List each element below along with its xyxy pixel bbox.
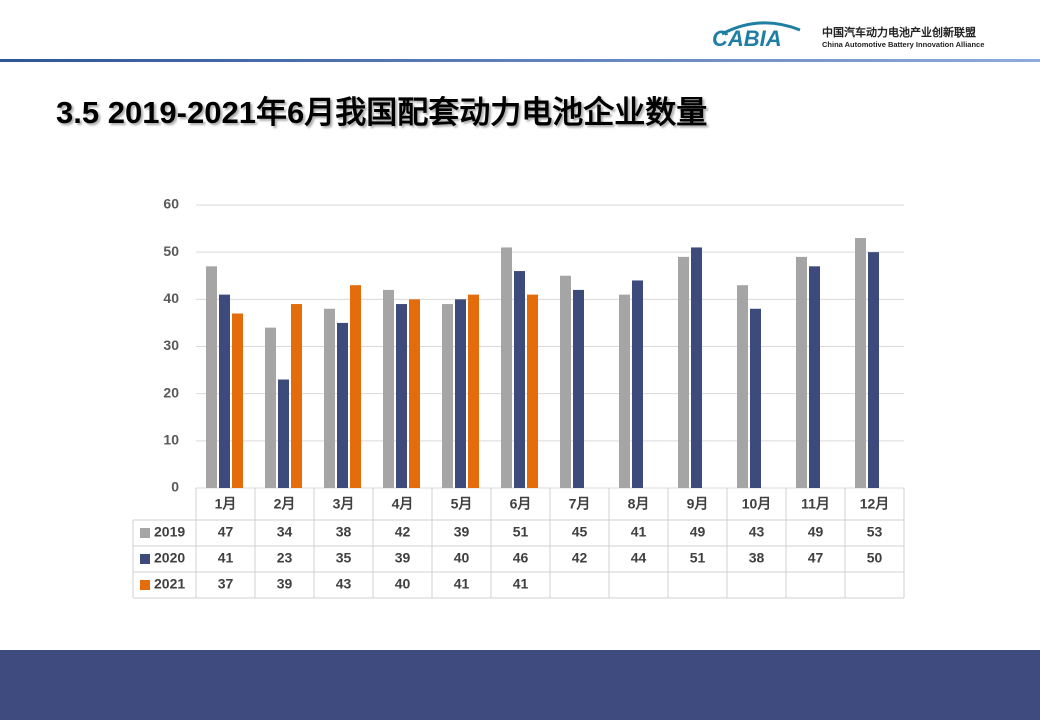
x-tick-label: 3月 (333, 496, 355, 512)
footer-band (0, 650, 1040, 720)
bar (337, 322, 348, 488)
bar (265, 327, 276, 488)
table-value: 49 (690, 524, 706, 540)
table-value: 38 (336, 524, 352, 540)
table-value: 39 (454, 524, 470, 540)
y-tick-label: 40 (163, 290, 179, 306)
table-value: 38 (749, 550, 765, 566)
bar (560, 275, 571, 488)
table-value: 43 (336, 576, 352, 592)
x-tick-label: 8月 (628, 496, 650, 512)
bar (291, 304, 302, 488)
bar (232, 313, 243, 488)
bar (678, 256, 689, 488)
bar (206, 266, 217, 488)
bar (219, 294, 230, 488)
x-tick-label: 1月 (215, 496, 237, 512)
table-value: 35 (336, 550, 352, 566)
logo-mark: CABIA (712, 26, 782, 51)
table-value: 42 (395, 524, 411, 540)
bar (396, 304, 407, 488)
x-tick-label: 5月 (451, 496, 473, 512)
bar (868, 252, 879, 488)
y-tick-label: 60 (163, 196, 179, 212)
table-value: 39 (395, 550, 411, 566)
legend-swatch (140, 580, 150, 590)
table-value: 53 (867, 524, 883, 540)
x-tick-label: 10月 (742, 496, 772, 512)
table-value: 43 (749, 524, 765, 540)
bar (383, 289, 394, 488)
bar (527, 294, 538, 488)
table-value: 49 (808, 524, 824, 540)
table-value: 41 (218, 550, 234, 566)
bar (796, 256, 807, 488)
table-value: 34 (277, 524, 293, 540)
chart: 0 10 20 30 40 50 60 1月 2月 3月 4月 5月 6月 7月 8月 9月 10月 11月 12月… (132, 196, 905, 599)
bar (468, 294, 479, 488)
table-value: 37 (218, 576, 234, 592)
table-value: 46 (513, 550, 529, 566)
table-value: 51 (513, 524, 529, 540)
bar (324, 308, 335, 488)
x-tick-label: 12月 (860, 496, 890, 512)
bar (632, 280, 643, 488)
bar (409, 299, 420, 488)
y-tick-label: 50 (163, 243, 179, 259)
bar (855, 238, 866, 488)
table-value: 47 (218, 524, 234, 540)
legend-swatch (140, 554, 150, 564)
bar (350, 285, 361, 488)
table-value: 40 (395, 576, 411, 592)
table-value: 51 (690, 550, 706, 566)
header-rule (0, 59, 1040, 62)
bar (455, 299, 466, 488)
bar (442, 304, 453, 488)
org-name-cn: 中国汽车动力电池产业创新联盟 (822, 25, 976, 39)
bar (501, 247, 512, 488)
table-value: 41 (631, 524, 647, 540)
table-value: 40 (454, 550, 470, 566)
x-tick-label: 11月 (801, 496, 830, 512)
table-value: 44 (631, 550, 647, 566)
bar (691, 247, 702, 488)
chart-title: 3.5 2019-2021年6月我国配套动力电池企业数量 (56, 95, 707, 130)
x-tick-label: 9月 (687, 496, 709, 512)
bar (573, 289, 584, 488)
table-value: 41 (454, 576, 470, 592)
y-tick-label: 20 (163, 384, 179, 400)
table-value: 45 (572, 524, 588, 540)
legend-label: 2019 (154, 524, 185, 540)
table-value: 41 (513, 576, 529, 592)
bar (278, 379, 289, 488)
bar (514, 271, 525, 488)
x-tick-label: 2月 (274, 496, 296, 512)
y-tick-label: 10 (163, 432, 179, 448)
y-tick-label: 30 (163, 337, 179, 353)
table-value: 39 (277, 576, 293, 592)
x-tick-label: 6月 (510, 496, 532, 512)
x-tick-label: 7月 (569, 496, 591, 512)
org-name-en: China Automotive Battery Innovation Alli… (822, 40, 984, 49)
table-value: 23 (277, 550, 293, 566)
table-value: 42 (572, 550, 588, 566)
bar (737, 285, 748, 488)
logo-arc (721, 21, 801, 36)
y-tick-label: 0 (171, 479, 179, 495)
legend-swatch (140, 528, 150, 538)
table-value: 50 (867, 550, 883, 566)
legend-label: 2021 (154, 576, 185, 592)
bar (619, 294, 630, 488)
bar (809, 266, 820, 488)
x-tick-label: 4月 (392, 496, 414, 512)
table-value: 47 (808, 550, 824, 566)
bar (750, 308, 761, 488)
legend-label: 2020 (154, 550, 185, 566)
